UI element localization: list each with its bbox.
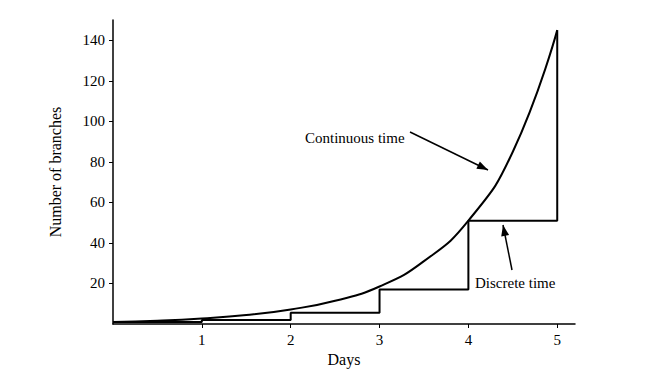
svg-text:4: 4 [465,332,473,348]
svg-text:40: 40 [90,235,105,251]
svg-text:100: 100 [83,113,106,129]
svg-text:140: 140 [83,32,106,48]
svg-text:Continuous time: Continuous time [305,130,405,146]
svg-text:80: 80 [90,154,105,170]
svg-text:2: 2 [287,332,295,348]
svg-text:Days: Days [328,351,361,369]
svg-text:5: 5 [553,332,561,348]
svg-text:3: 3 [376,332,384,348]
svg-text:120: 120 [83,73,106,89]
svg-text:60: 60 [90,194,105,210]
svg-text:Number of branches: Number of branches [47,107,64,238]
svg-text:20: 20 [90,275,105,291]
svg-text:Discrete time: Discrete time [475,275,556,291]
svg-text:1: 1 [198,332,206,348]
